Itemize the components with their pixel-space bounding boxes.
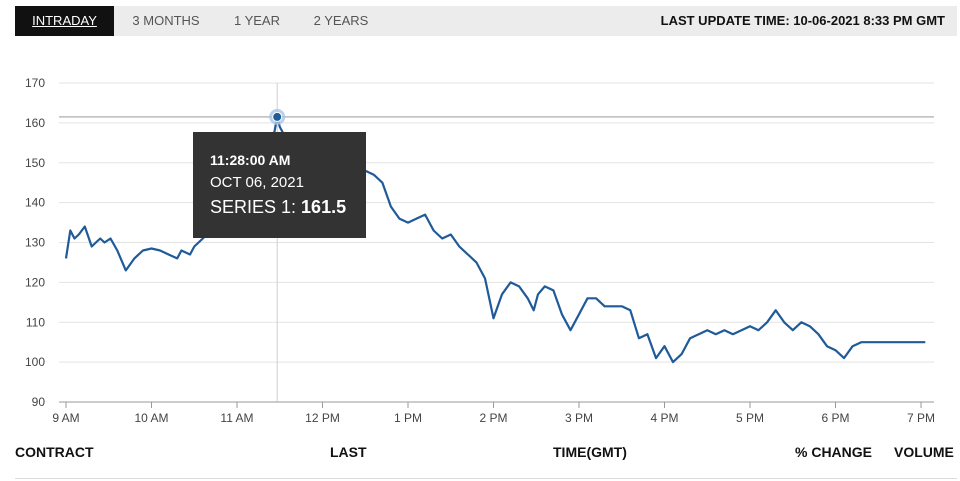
col-header-time[interactable]: TIME(GMT) [553, 444, 627, 460]
col-header-pct-change[interactable]: % CHANGE [795, 444, 873, 460]
y-tick-label: 110 [26, 315, 45, 329]
price-line-chart[interactable]: 90 100 110 120 130 140 150 160 170 9 AM 10 AM 11 AM… [0, 60, 960, 430]
x-tick-label: 1 PM [394, 411, 422, 425]
tab-2-years[interactable]: 2 YEARS [313, 13, 369, 28]
y-tick-label: 160 [25, 116, 45, 130]
x-tick-label: 6 PM [821, 411, 849, 425]
tooltip-series: SERIES 1: 161.5 [210, 196, 366, 218]
x-tick-label: 4 PM [650, 411, 678, 425]
x-tick-label: 3 PM [565, 411, 593, 425]
col-header-contract[interactable]: CONTRACT [15, 444, 94, 460]
x-tick-label: 5 PM [736, 411, 764, 425]
x-tick-label: 9 AM [52, 411, 79, 425]
x-tick-label: 7 PM [907, 411, 935, 425]
x-tick-label: 11 AM [220, 411, 253, 425]
y-tick-label: 150 [25, 156, 45, 170]
col-header-volume[interactable]: VOLUME [894, 444, 954, 460]
col-header-last[interactable]: LAST [330, 444, 367, 460]
hover-marker-point[interactable] [272, 111, 283, 122]
y-tick-label: 130 [25, 236, 45, 250]
series-1-line[interactable] [64, 115, 926, 364]
tooltip-date: OCT 06, 2021 [210, 174, 304, 191]
last-update-time: LAST UPDATE TIME: 10-06-2021 8:33 PM GMT [660, 13, 945, 28]
tab-intraday[interactable]: INTRADAY [15, 6, 114, 36]
tooltip-series-label: SERIES 1: [210, 197, 302, 217]
y-tick-label: 100 [25, 355, 45, 369]
x-tick-label: 2 PM [479, 411, 507, 425]
x-tick-label: 12 PM [305, 411, 340, 425]
tooltip-time: 11:28:00 AM [210, 152, 291, 168]
range-tab-bar: INTRADAY 3 MONTHS 1 YEAR 2 YEARS LAST UP… [15, 6, 957, 36]
tab-3-months[interactable]: 3 MONTHS [132, 13, 200, 28]
y-tick-label: 120 [25, 275, 45, 289]
y-tick-label: 140 [25, 196, 45, 210]
x-tick-label: 10 AM [134, 411, 168, 425]
chart-tooltip: 11:28:00 AM OCT 06, 2021 SERIES 1: 161.5 [193, 132, 366, 238]
y-tick-label: 170 [25, 76, 45, 90]
table-divider [15, 478, 957, 479]
y-tick-label: 90 [32, 395, 46, 409]
tab-1-year[interactable]: 1 YEAR [233, 13, 280, 28]
tooltip-series-value: 161.5 [301, 197, 347, 217]
